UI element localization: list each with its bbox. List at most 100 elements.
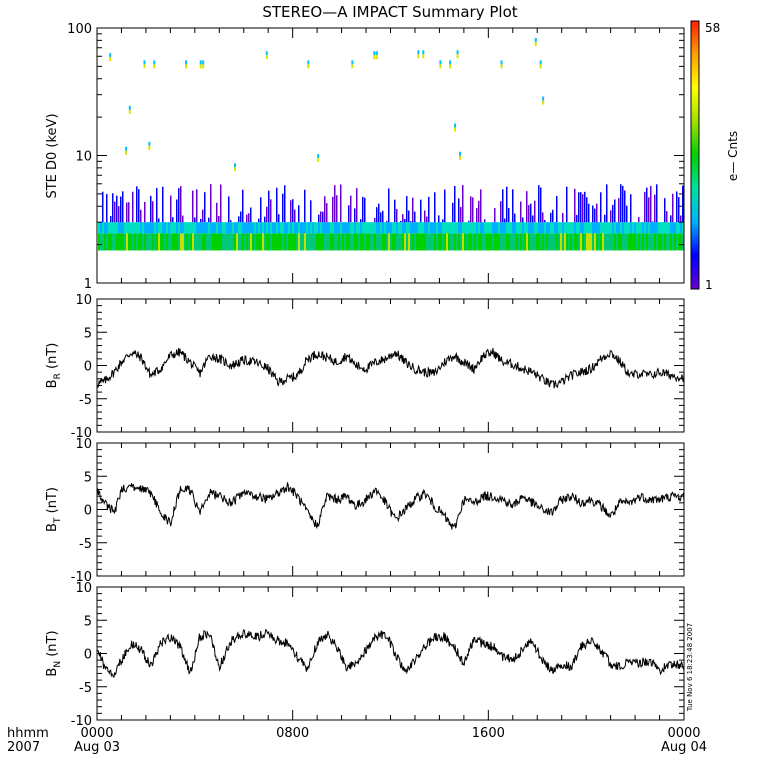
spectrogram-cell xyxy=(526,233,528,250)
spectrogram-cell xyxy=(628,222,630,233)
spectrogram-cell xyxy=(258,219,260,223)
spectrogram-cell xyxy=(386,233,388,250)
spectrogram-cell xyxy=(220,222,222,233)
spectrogram-cell xyxy=(388,188,390,222)
spectrogram-cell xyxy=(558,233,560,250)
spectrogram-cell xyxy=(122,191,124,222)
spectrogram-cell xyxy=(404,222,406,233)
spectrogram-cell xyxy=(188,222,190,233)
spectrogram-hit xyxy=(439,64,441,68)
spectrogram-cell xyxy=(264,233,266,250)
spectrogram-hit xyxy=(417,50,419,54)
spectrogram-cell xyxy=(456,222,458,233)
spectrogram-cell xyxy=(372,222,374,233)
spectrogram-cell xyxy=(460,222,462,233)
spectrogram-cell xyxy=(656,233,658,250)
spectrogram-cell xyxy=(360,222,362,233)
spectrogram-cell xyxy=(418,222,420,233)
spectrogram-cell xyxy=(568,233,570,250)
spectrogram-cell xyxy=(212,233,214,250)
spectrogram-cell xyxy=(538,222,540,233)
spectrogram-cell xyxy=(304,222,306,233)
spectrogram-cell xyxy=(448,222,450,233)
spectrogram-cell xyxy=(470,233,472,250)
spectrogram-cell xyxy=(116,233,118,250)
spectrogram-cell xyxy=(172,217,174,222)
spectrogram-cell xyxy=(350,196,352,223)
spectrogram-cell xyxy=(200,219,202,222)
y-tick-label: -5 xyxy=(79,393,92,408)
spectrogram-cell xyxy=(374,222,376,233)
spectrogram-cell xyxy=(534,222,536,233)
spectrogram-cell xyxy=(478,233,480,250)
spectrogram-cell xyxy=(186,233,188,250)
spectrogram-cell xyxy=(646,222,648,233)
spectrogram-cell xyxy=(424,222,426,233)
spectrogram-cell xyxy=(624,191,626,223)
spectrogram-cell xyxy=(436,222,438,233)
spectrogram-cell xyxy=(654,195,656,223)
y-tick-label: 100 xyxy=(67,22,92,37)
spectrogram-cell xyxy=(468,233,470,250)
spectrogram-cell xyxy=(456,233,458,250)
spectrogram-hit xyxy=(125,147,127,151)
spectrogram-cell xyxy=(522,217,524,222)
spectrogram-cell xyxy=(232,233,234,250)
spectrogram-cell xyxy=(638,233,640,250)
spectrogram-cell xyxy=(282,222,284,233)
spectrogram-cell xyxy=(540,233,542,250)
spectrogram-cell xyxy=(222,222,224,233)
spectrogram-cell xyxy=(610,233,612,250)
spectrogram-cell xyxy=(178,222,180,233)
spectrogram-cell xyxy=(328,222,330,233)
spectrogram-cell xyxy=(388,233,390,250)
spectrogram-cell xyxy=(620,222,622,233)
spectrogram-cell xyxy=(310,222,312,233)
spectrogram-cell xyxy=(236,233,238,250)
spectrogram-hit xyxy=(266,55,268,59)
spectrogram-cell xyxy=(494,208,496,222)
spectrogram-cell xyxy=(370,222,372,233)
spectrogram-cell xyxy=(326,222,328,233)
spectrogram-cell xyxy=(132,222,134,233)
spectrogram-cell xyxy=(554,222,556,233)
spectrogram-cell xyxy=(336,233,338,250)
spectrogram-cell xyxy=(362,197,364,222)
spectrogram-cell xyxy=(400,222,402,233)
spectrogram-cell xyxy=(532,215,534,222)
spectrogram-cell xyxy=(530,222,532,233)
spectrogram-hit xyxy=(109,57,111,61)
spectrogram-cell xyxy=(286,233,288,250)
spectrogram-cell xyxy=(644,192,646,222)
spectrogram-hit xyxy=(153,64,155,68)
y-label-main: B xyxy=(45,379,60,388)
spectrogram-cell xyxy=(386,221,388,222)
spectrogram-cell xyxy=(206,233,208,250)
spectrogram-cell xyxy=(244,222,246,233)
spectrogram-cell xyxy=(454,186,456,222)
spectrogram-cell xyxy=(594,222,596,233)
spectrogram-cell xyxy=(366,233,368,250)
spectrogram-cell xyxy=(234,233,236,250)
spectrogram-cell xyxy=(514,222,516,233)
spectrogram-cell xyxy=(610,210,612,222)
spectrogram-cell xyxy=(406,233,408,250)
spectrogram-cell xyxy=(506,187,508,223)
spectrogram-cell xyxy=(624,233,626,250)
spectrogram-hit xyxy=(234,167,236,171)
spectrogram-cell xyxy=(674,222,676,233)
spectrogram-cell xyxy=(670,233,672,250)
y-tick-label: 5 xyxy=(84,614,92,629)
spectrogram-hit xyxy=(351,60,353,64)
spectrogram-cell xyxy=(408,222,410,233)
spectrogram-cell xyxy=(472,233,474,250)
spectrogram-cell xyxy=(472,222,474,233)
spectrogram-hit xyxy=(449,64,451,68)
spectrogram-cell xyxy=(270,222,272,233)
spectrogram-cell xyxy=(288,233,290,250)
spectrogram-cell xyxy=(568,222,570,233)
spectrogram-cell xyxy=(600,192,602,222)
spectrogram-cell xyxy=(664,233,666,250)
spectrogram-cell xyxy=(290,222,292,233)
spectrogram-cell xyxy=(242,222,244,233)
